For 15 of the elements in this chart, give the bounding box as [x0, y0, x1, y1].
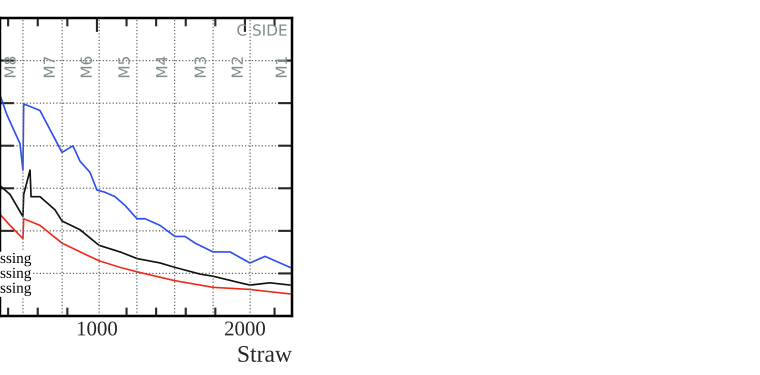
annotation: ssing	[0, 282, 32, 296]
ref-line-label: M6	[80, 56, 92, 78]
text: M1	[276, 57, 287, 78]
text: C SIDE	[237, 24, 287, 36]
x-tick-label: 1000	[78, 321, 117, 336]
ref-line-label: M8	[4, 56, 16, 78]
ref-line-label: M3	[194, 56, 206, 78]
x-axis-title: Straw	[238, 346, 292, 362]
ref-line-label: M2	[231, 57, 243, 78]
ref-line-label: M7	[44, 57, 55, 78]
x-tick-label: 2000	[225, 321, 265, 336]
ref-line-label: M5	[118, 57, 130, 78]
ref-line-label: M4	[156, 56, 168, 78]
annotation: ssing	[0, 268, 32, 282]
annotation: ssing	[0, 252, 32, 266]
